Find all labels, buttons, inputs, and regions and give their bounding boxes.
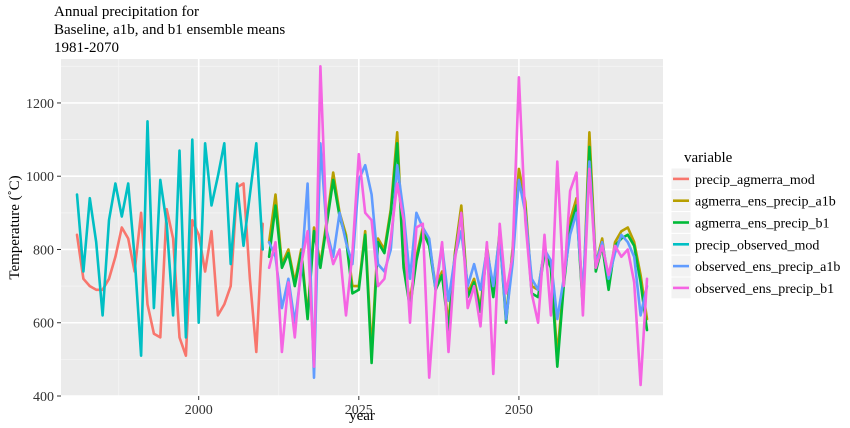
legend-label-precip_agmerra_mod: precip_agmerra_mod	[695, 173, 815, 188]
series-line-observed_ens_precip_b1	[267, 65, 649, 387]
chart-title-line-2: Baseline, a1b, and b1 ensemble means	[54, 22, 286, 38]
legend-label-observed_ens_precip_a1b: observed_ens_precip_a1b	[695, 260, 840, 275]
x-tick-label: 2025	[345, 403, 373, 418]
tick-labels: 2000 2025 2050 400 600 800 1000 1200	[26, 97, 533, 418]
y-tick-label: 1200	[26, 97, 54, 112]
legend-label-agmerra_ens_precip_b1: agmerra_ens_precip_b1	[695, 217, 830, 232]
y-axis-title: Temperature (˚C)	[7, 175, 23, 279]
x-axis-title: year	[349, 408, 375, 424]
plot-panel	[61, 59, 663, 396]
y-tick-label: 400	[33, 390, 54, 405]
series-line-precip_agmerra_mod	[75, 182, 265, 358]
x-tick-label: 2000	[185, 403, 213, 418]
axis-ticks	[57, 102, 520, 400]
legend-title: variable	[684, 150, 733, 166]
series-layer	[75, 65, 649, 387]
chart-title-line-3: 1981-2070	[54, 40, 119, 56]
chart-title-line-1: Annual precipitation for	[54, 4, 199, 20]
legend-label-precip_observed_mod: precip_observed_mod	[695, 238, 819, 253]
legend-label-observed_ens_precip_b1: observed_ens_precip_b1	[695, 282, 834, 297]
y-tick-label: 1000	[26, 170, 54, 185]
y-tick-label: 800	[33, 243, 54, 258]
legend: variable precip_agmerra_mod agmerra_ens_p…	[670, 150, 840, 300]
legend-label-agmerra_ens_precip_a1b: agmerra_ens_precip_a1b	[695, 195, 836, 210]
series-line-precip_observed_mod	[75, 120, 265, 358]
y-tick-label: 600	[33, 317, 54, 332]
x-tick-label: 2050	[505, 403, 533, 418]
